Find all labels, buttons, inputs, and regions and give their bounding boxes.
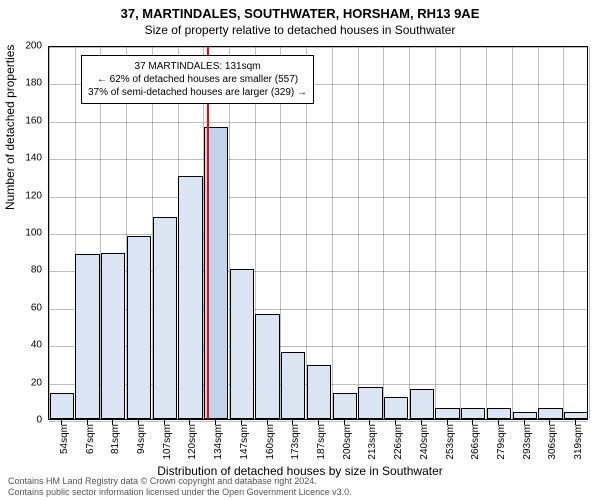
x-tick-label: 67sqm [85, 424, 96, 454]
x-tick-label: 279sqm [496, 424, 507, 460]
credits: Contains HM Land Registry data © Crown c… [8, 476, 592, 498]
annotation-line: 37% of semi-detached houses are larger (… [88, 86, 307, 99]
x-tick-label: 107sqm [162, 424, 173, 460]
x-tick-label: 187sqm [316, 424, 327, 460]
y-tick-label: 60 [31, 302, 42, 313]
y-tick-label: 160 [25, 115, 42, 126]
x-tick-label: 81sqm [110, 424, 121, 454]
y-tick-label: 100 [25, 228, 42, 239]
x-tick-label: 134sqm [213, 424, 224, 460]
x-tick-label: 147sqm [239, 424, 250, 460]
credits-line1: Contains HM Land Registry data © Crown c… [8, 476, 592, 487]
y-tick-label: 140 [25, 153, 42, 164]
x-tick-label: 253sqm [445, 424, 456, 460]
y-tick-label: 200 [25, 41, 42, 52]
x-tick-label: 160sqm [265, 424, 276, 460]
chart-titles: 37, MARTINDALES, SOUTHWATER, HORSHAM, RH… [0, 0, 600, 37]
overlay-layer: 37 MARTINDALES: 131sqm← 62% of detached … [49, 47, 587, 419]
plot-area: 37 MARTINDALES: 131sqm← 62% of detached … [48, 46, 588, 420]
y-tick-label: 80 [31, 265, 42, 276]
title-sub: Size of property relative to detached ho… [0, 23, 600, 37]
y-tick-label: 180 [25, 78, 42, 89]
x-tick-label: 54sqm [59, 424, 70, 454]
x-tick-label: 120sqm [187, 424, 198, 460]
x-tick-label: 306sqm [547, 424, 558, 460]
title-main: 37, MARTINDALES, SOUTHWATER, HORSHAM, RH… [0, 6, 600, 21]
y-tick-labels: 020406080100120140160180200 [0, 46, 46, 420]
y-tick-label: 120 [25, 190, 42, 201]
y-tick-label: 20 [31, 377, 42, 388]
x-tick-label: 226sqm [393, 424, 404, 460]
y-tick-label: 40 [31, 340, 42, 351]
x-tick-label: 240sqm [419, 424, 430, 460]
x-tick-label: 266sqm [470, 424, 481, 460]
x-tick-label: 213sqm [367, 424, 378, 460]
x-tick-labels: 54sqm 67sqm 81sqm 94sqm 107sqm 120sqm 134sqm 14… [48, 420, 588, 462]
x-tick-label: 200sqm [342, 424, 353, 460]
x-tick-label: 94sqm [136, 424, 147, 454]
x-tick-label: 319sqm [573, 424, 584, 460]
credits-line2: Contains public sector information licen… [8, 487, 592, 498]
annotation-line: 37 MARTINDALES: 131sqm [88, 60, 307, 73]
annotation-box: 37 MARTINDALES: 131sqm← 62% of detached … [81, 55, 314, 104]
annotation-line: ← 62% of detached houses are smaller (55… [88, 73, 307, 86]
gridline-v [589, 47, 590, 419]
y-tick-label: 0 [36, 415, 42, 426]
x-tick-label: 293sqm [522, 424, 533, 460]
x-tick-label: 173sqm [290, 424, 301, 460]
